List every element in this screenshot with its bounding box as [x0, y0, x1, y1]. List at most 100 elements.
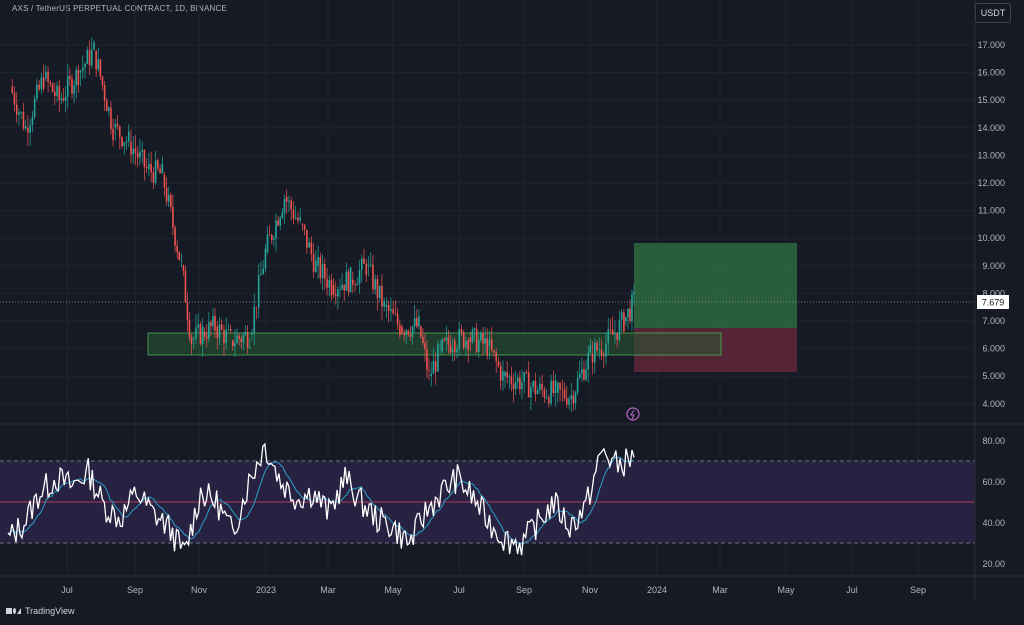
time-tick-label: Mar: [712, 585, 728, 595]
candle-body: [488, 339, 491, 346]
candle-body: [392, 309, 394, 314]
candle-body: [401, 326, 403, 333]
candle-body: [165, 187, 168, 202]
candle-body: [86, 50, 89, 64]
tradingview-logo[interactable]: TradingView: [6, 606, 75, 616]
candle-body: [376, 279, 379, 298]
candle-body: [381, 285, 383, 307]
candle-body: [31, 116, 34, 125]
candle-body: [465, 340, 467, 348]
profit-zone[interactable]: [634, 243, 797, 328]
candle-body: [118, 126, 121, 138]
candle-body: [374, 279, 377, 290]
candle-body: [127, 131, 130, 142]
candle-body: [223, 329, 225, 344]
candle-body: [262, 268, 264, 274]
alert-icon[interactable]: [626, 407, 640, 421]
candle-body: [130, 141, 132, 155]
candle-body: [161, 163, 164, 174]
price-tick-label: 5.000: [982, 371, 1005, 381]
candle-body: [385, 304, 388, 308]
candle-body: [502, 371, 504, 381]
time-tick-label: Sep: [910, 585, 926, 595]
candle-body: [186, 302, 189, 320]
candle-body: [253, 306, 256, 334]
time-tick-label: Jul: [846, 585, 858, 595]
candle-body: [229, 329, 232, 331]
candle-body: [234, 342, 236, 347]
time-tick-label: 2023: [256, 585, 276, 595]
candle-body: [101, 76, 104, 86]
candle-body: [356, 283, 359, 286]
candle-body: [257, 275, 260, 308]
candle-body: [319, 256, 322, 279]
candle-body: [285, 196, 288, 202]
candle-body: [574, 392, 577, 404]
candle-body: [54, 91, 56, 97]
candle-body: [585, 369, 587, 380]
candle-body: [576, 377, 579, 393]
candle-body: [451, 349, 454, 353]
candle-body: [449, 344, 452, 353]
candle-body: [180, 259, 183, 261]
candle-body: [201, 326, 204, 344]
candle-body: [399, 324, 401, 336]
price-tick-label: 6.000: [982, 344, 1005, 354]
candle-body: [238, 335, 240, 339]
candle-body: [614, 333, 616, 335]
support-zone[interactable]: [147, 332, 722, 356]
candle-body: [20, 112, 23, 113]
candle-body: [602, 355, 605, 357]
candle-body: [145, 167, 148, 169]
candle-body: [430, 373, 433, 377]
candle-body: [616, 333, 618, 340]
candle-body: [159, 168, 161, 174]
candle-body: [462, 332, 465, 348]
candle-body: [294, 217, 297, 219]
candle-body: [554, 380, 557, 394]
candle-body: [557, 382, 559, 393]
candle-body: [497, 361, 500, 366]
candle-body: [550, 380, 552, 404]
candle-body: [365, 263, 368, 275]
candle-body: [139, 151, 141, 158]
candle-body: [288, 200, 290, 202]
current-price-badge: 7.679: [977, 295, 1009, 309]
candle-body: [27, 127, 29, 133]
candle-body: [514, 382, 517, 390]
candle-body: [422, 336, 424, 343]
candle-body: [516, 377, 519, 383]
candle-body: [123, 142, 126, 147]
candle-body: [29, 124, 31, 133]
candle-body: [40, 77, 43, 90]
candle-body: [495, 352, 498, 362]
candle-body: [467, 340, 469, 350]
candle-body: [15, 104, 18, 115]
candle-body: [552, 380, 555, 394]
candle-body: [367, 264, 370, 266]
candle-body: [360, 258, 363, 271]
candle-body: [270, 235, 273, 240]
candle-body: [563, 389, 566, 399]
symbol-title: AXS / TetherUS PERPETUAL CONTRACT, 1D, B…: [12, 4, 228, 13]
candle-body: [116, 123, 119, 127]
candle-body: [266, 234, 269, 252]
candle-body: [490, 339, 493, 351]
rsi-ma-line: [7, 456, 635, 545]
time-tick-label: Sep: [516, 585, 532, 595]
candle-body: [45, 71, 47, 79]
candle-body: [439, 344, 441, 346]
candle-body: [154, 160, 157, 183]
candle-body: [441, 339, 444, 352]
price-tick-label: 8.000: [982, 288, 1005, 298]
candle-body: [66, 76, 69, 97]
candle-body: [216, 326, 219, 338]
rsi-tick-label: 40.00: [982, 518, 1005, 528]
candle-body: [195, 327, 197, 339]
candle-body: [62, 98, 65, 101]
candle-body: [148, 163, 150, 170]
candle-body: [97, 59, 100, 70]
candle-body: [227, 329, 230, 331]
candle-body: [420, 326, 422, 337]
